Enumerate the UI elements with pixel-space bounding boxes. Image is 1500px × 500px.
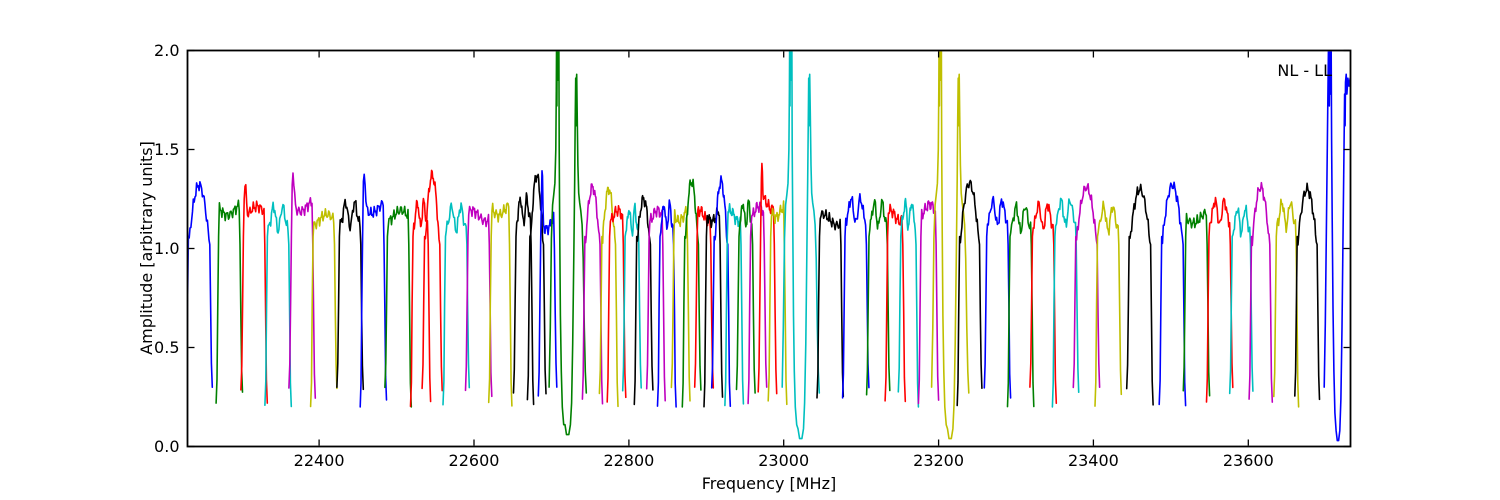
spectrum-band-c-23364: [1051, 197, 1080, 408]
spectrum-band-b-22919: [710, 175, 732, 407]
y-tick-label: 1.0: [154, 239, 179, 258]
spectrum-band-y-23419: [1094, 200, 1123, 407]
spectrum-band-b-23276: [983, 195, 1012, 399]
spectrum-band-c-23022: [781, 51, 821, 440]
spectrum-band-y-23649: [1273, 198, 1300, 408]
spectrum-band-c-23161: [897, 197, 920, 408]
spectrum-band-k-22664: [512, 192, 535, 406]
spectrum-band-g-23306: [1006, 201, 1035, 408]
spectrum-band-g-23122: [865, 198, 891, 396]
spectrum-band-g-22721: [548, 51, 588, 436]
spectrum-band-m-23391: [1072, 183, 1101, 389]
spectrum-band-r-22531: [409, 197, 432, 408]
y-tick-label: 0.5: [154, 338, 179, 357]
spectrum-band-c-22347: [264, 201, 293, 408]
spectrum-band-r-22316: [240, 183, 269, 404]
spectrum-band-k-23460: [1125, 183, 1154, 406]
spectrum-band-r-22784: [606, 205, 627, 403]
x-tick-label: 22600: [449, 451, 500, 470]
spectrum-band-g-23533: [1182, 208, 1211, 397]
spectrum-band-k-22909: [703, 207, 724, 408]
spectrum-band-y-22774: [598, 186, 619, 408]
spectrum-band-b-22695: [537, 170, 558, 397]
spectrum-bands: [188, 51, 1350, 442]
plot-frame: [186, 49, 1352, 448]
x-axis-label: Frequency [MHz]: [702, 474, 836, 493]
spectrum-band-k-23240: [956, 179, 983, 407]
spectrum-band-r-22979: [757, 162, 778, 395]
spectrum-band-g-22284: [215, 199, 244, 404]
spectrum-band-r-23563: [1205, 196, 1234, 403]
y-tick-label: 1.5: [154, 140, 179, 159]
spectrum-band-g-22951: [735, 199, 756, 394]
spectrum-band-r-22546: [421, 169, 443, 392]
spectrum-band-c-22577: [442, 202, 471, 406]
spectrum-band-m-22753: [581, 183, 604, 405]
spectrum-band-r-23144: [884, 203, 907, 403]
spectrum-band-r-23335: [1029, 200, 1058, 404]
spectrum-band-k-23676: [1294, 182, 1321, 401]
y-tick-label: 0.0: [154, 437, 179, 456]
corner-annotation: NL - LL: [1277, 61, 1332, 80]
x-tick-label: 22800: [603, 451, 654, 470]
spectrum-band-y-22406: [309, 208, 338, 408]
spectrum-band-b-22245: [188, 181, 214, 388]
spectrum-band-b-22470: [359, 173, 388, 408]
spectrum-band-m-23187: [917, 200, 940, 405]
spectrum-band-g-22502: [384, 205, 413, 408]
spectrum-band-k-22681: [526, 173, 547, 401]
spectrum-band-r-22897: [693, 206, 715, 389]
spectrum-band-y-23215: [930, 51, 970, 440]
spectrum-band-c-23591: [1228, 204, 1254, 395]
x-tick-label: 23000: [758, 451, 809, 470]
y-axis-label: Amplitude [arbitrary units]: [137, 141, 156, 355]
spectrum-band-m-22378: [288, 172, 317, 399]
spectrum-band-b-22849: [656, 199, 677, 408]
spectrum-band-y-22867: [670, 205, 691, 402]
spectrum-band-b-23715: [1323, 51, 1350, 442]
spectrum-band-b-23093: [841, 193, 870, 399]
spectrum-band-k-22440: [336, 198, 365, 391]
spectrum-band-m-22606: [464, 205, 493, 398]
x-tick-label: 23600: [1223, 451, 1274, 470]
x-tick-label: 22400: [294, 451, 345, 470]
spectrum-band-m-22966: [747, 201, 768, 405]
x-tick-label: 23200: [913, 451, 964, 470]
spectrum-band-c-22936: [724, 203, 745, 407]
spectrum-band-m-22835: [645, 205, 666, 402]
spectrum-band-c-22804: [621, 202, 642, 392]
y-tick-label: 2.0: [154, 41, 179, 60]
spectrum-band-y-22634: [487, 202, 513, 407]
x-tick-label: 23400: [1068, 451, 1119, 470]
spectrum-band-y-22992: [767, 200, 788, 406]
spectrum-band-k-23060: [816, 209, 845, 399]
spectrum-band-m-23616: [1248, 181, 1274, 403]
spectrum-band-b-23502: [1158, 181, 1187, 407]
